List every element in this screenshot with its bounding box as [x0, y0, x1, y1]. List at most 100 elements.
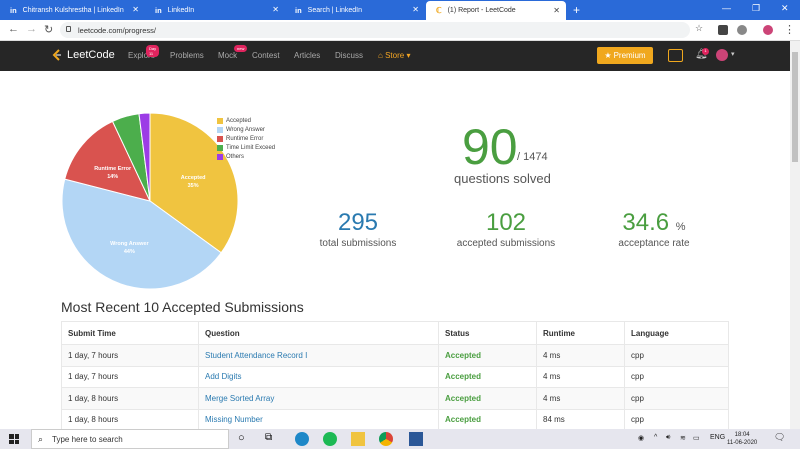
- language-indicator[interactable]: ENG: [710, 434, 726, 441]
- leetcode-icon: ℂ: [436, 6, 442, 15]
- col-submit-time: Submit Time: [61, 321, 199, 345]
- table-row: 1 day, 7 hours Student Attendance Record…: [61, 344, 729, 367]
- linkedin-icon: in: [155, 5, 162, 15]
- word-icon[interactable]: [409, 432, 423, 446]
- extension-icon[interactable]: [718, 25, 728, 35]
- legend-swatch: [217, 144, 223, 151]
- legend-label: Others: [226, 153, 245, 160]
- bell-icon[interactable]: 🔔︎: [695, 49, 708, 60]
- nav-contest[interactable]: Contest: [252, 51, 280, 60]
- close-icon[interactable]: ✕: [272, 5, 279, 14]
- user-avatar[interactable]: [716, 49, 728, 61]
- chrome-icon[interactable]: [379, 432, 393, 446]
- linkedin-icon: in: [295, 5, 302, 15]
- col-status: Status: [438, 321, 537, 345]
- pie-label: 44%: [124, 249, 135, 255]
- recent-submissions-title: Most Recent 10 Accepted Submissions: [61, 299, 304, 315]
- caret-down-icon[interactable]: ▾: [731, 51, 735, 58]
- back-icon[interactable]: ←: [8, 23, 19, 35]
- pie-slice-accepted[interactable]: [149, 112, 239, 254]
- close-icon[interactable]: ✕: [132, 5, 139, 14]
- solved-count: 90: [462, 119, 518, 175]
- submission-pie-chart: Accepted 35% Wrong Answer 44% Runtime Error 1…: [61, 112, 239, 290]
- url-bar[interactable]: leetcode.com/progress/: [60, 22, 690, 38]
- close-icon[interactable]: ✕: [553, 6, 560, 15]
- stat-accepted-submissions: 102 accepted submissions: [456, 209, 556, 249]
- col-question: Question: [198, 321, 439, 345]
- leetcode-navbar: LeetCode Explore Day 11 Problems Mock ne…: [0, 41, 790, 71]
- legend-label: Wrong Answer: [226, 126, 265, 133]
- notification-count: 1: [702, 48, 709, 55]
- star-icon: ★: [604, 51, 612, 60]
- pie-slice-wrong-answer[interactable]: [61, 178, 222, 290]
- nav-mock[interactable]: Mock new: [218, 45, 248, 60]
- reload-icon[interactable]: ↻: [44, 24, 54, 36]
- lock-icon[interactable]: [66, 26, 71, 32]
- notifications-icon[interactable]: 🗨︎: [774, 432, 786, 442]
- leetcode-logo[interactable]: LeetCode: [52, 49, 115, 61]
- legend-item[interactable]: Wrong Answer: [217, 125, 275, 134]
- bookmark-star-icon[interactable]: ☆: [695, 23, 704, 33]
- chevron-up-icon[interactable]: ^: [654, 434, 658, 441]
- taskbar-search-input[interactable]: ⌕ Type here to search: [31, 429, 229, 449]
- close-icon[interactable]: ✕: [412, 5, 419, 14]
- legend-item[interactable]: Runtime Error: [217, 134, 275, 143]
- legend-item[interactable]: Accepted: [217, 116, 275, 125]
- question-link[interactable]: Missing Number: [198, 408, 439, 431]
- pie-label: Accepted: [181, 175, 206, 181]
- spotify-icon[interactable]: [323, 432, 337, 446]
- status-link[interactable]: Accepted: [438, 408, 537, 431]
- tab-linkedin-search[interactable]: in Search | LinkedIn ✕: [295, 5, 419, 15]
- legend-swatch: [217, 117, 223, 124]
- nav-articles[interactable]: Articles: [294, 51, 321, 60]
- status-link[interactable]: Accepted: [438, 344, 537, 367]
- col-language: Language: [624, 321, 729, 345]
- profile-avatar-icon[interactable]: [763, 25, 773, 35]
- status-link[interactable]: Accepted: [438, 387, 537, 410]
- tab-leetcode-report[interactable]: ℂ (1) Report - LeetCode ✕: [426, 1, 566, 20]
- new-tab-button[interactable]: +: [573, 3, 581, 17]
- total-problems: / 1474: [517, 151, 548, 163]
- windows-start-icon[interactable]: [9, 434, 19, 444]
- nav-store[interactable]: ⌂ Store ▾: [378, 51, 411, 60]
- scrollbar-thumb[interactable]: [792, 52, 798, 162]
- cortana-icon[interactable]: ○: [238, 432, 245, 444]
- pie-slice-others[interactable]: [138, 112, 151, 202]
- mock-badge: new: [234, 45, 248, 52]
- clock[interactable]: 18:04 11-06-2020: [727, 432, 758, 446]
- status-link[interactable]: Accepted: [438, 365, 537, 388]
- minimize-button[interactable]: —: [722, 3, 731, 13]
- explore-badge: Day 11: [146, 45, 160, 57]
- nav-explore[interactable]: Explore Day 11: [128, 45, 160, 60]
- browser-menu-icon[interactable]: ⋮: [784, 24, 795, 36]
- question-link[interactable]: Add Digits: [198, 365, 439, 388]
- question-link[interactable]: Merge Sorted Array: [198, 387, 439, 410]
- nav-discuss[interactable]: Discuss: [335, 51, 364, 60]
- premium-button[interactable]: ★ Premium: [597, 47, 653, 64]
- maximize-button[interactable]: ❐: [752, 3, 761, 13]
- nav-problems[interactable]: Problems: [170, 51, 204, 60]
- file-explorer-icon[interactable]: [351, 432, 365, 446]
- volume-icon[interactable]: 🔊︎: [666, 434, 671, 441]
- pie-slice-runtime-error[interactable]: [64, 120, 151, 202]
- tab-linkedin-profile[interactable]: in Chitransh Kulshrestha | LinkedIn ✕: [10, 5, 139, 15]
- tray-app-icon[interactable]: ◉: [638, 435, 645, 442]
- browser-tab-bar: in Chitransh Kulshrestha | LinkedIn ✕ in…: [0, 0, 800, 20]
- legend-item[interactable]: Others: [217, 152, 275, 161]
- legend-label: Runtime Error: [226, 135, 264, 142]
- wifi-icon[interactable]: ≋: [680, 435, 686, 442]
- close-window-button[interactable]: ✕: [781, 3, 789, 13]
- edge-icon[interactable]: [295, 432, 309, 446]
- tab-linkedin[interactable]: in LinkedIn ✕: [155, 5, 279, 15]
- solved-label: questions solved: [454, 171, 551, 186]
- legend-item[interactable]: Time Limit Exceed: [217, 143, 275, 152]
- col-runtime: Runtime: [536, 321, 625, 345]
- extension-icon[interactable]: [737, 25, 747, 35]
- question-link[interactable]: Student Attendance Record I: [198, 344, 439, 367]
- forward-icon[interactable]: →: [26, 23, 37, 35]
- battery-icon[interactable]: ▭: [693, 435, 700, 442]
- scrollbar[interactable]: [790, 41, 800, 429]
- task-view-icon[interactable]: ⧉: [265, 432, 273, 443]
- table-row: 1 day, 7 hours Add Digits Accepted 4 ms …: [61, 365, 729, 388]
- playground-icon[interactable]: [668, 49, 683, 62]
